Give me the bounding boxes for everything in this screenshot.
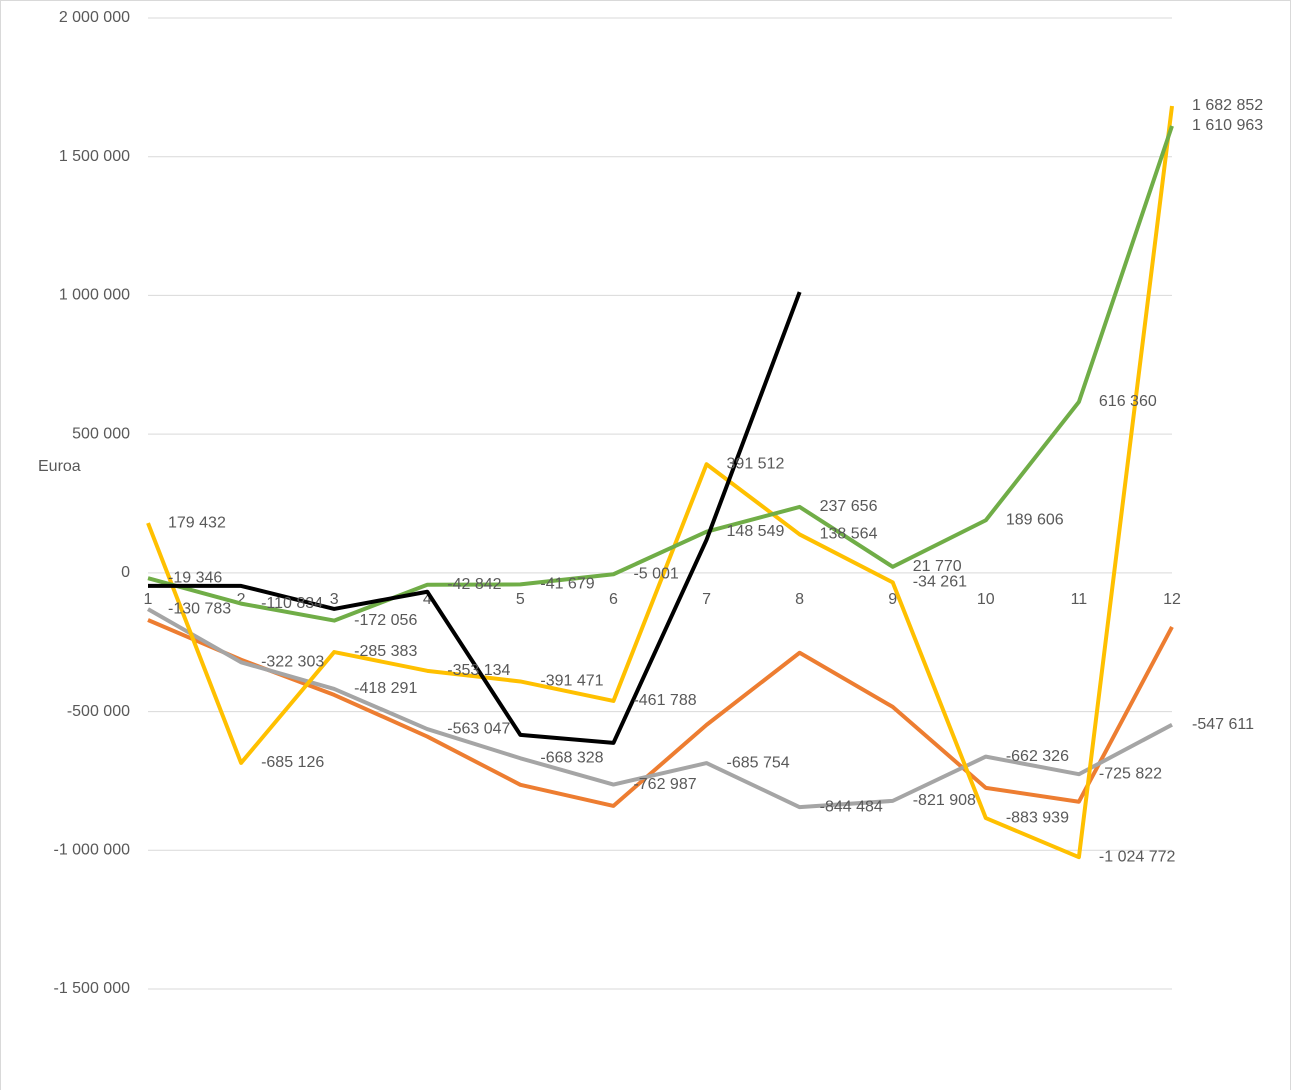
data-label: 1 610 963 [1192, 117, 1263, 134]
line-series [146, 105, 1174, 860]
data-label: -34 261 [913, 574, 967, 591]
data-label: 138 564 [820, 526, 878, 543]
y-axis-label: Euroa [38, 458, 81, 475]
x-tick-label: 1 [144, 591, 153, 608]
x-tick-label: 3 [330, 591, 339, 608]
data-label: 616 360 [1099, 393, 1157, 410]
data-label: -391 471 [540, 673, 603, 690]
data-label: -172 056 [354, 612, 417, 629]
line-series [147, 618, 1174, 808]
line-series [147, 125, 1174, 623]
x-tick-label: 2 [237, 591, 246, 608]
y-tick-label: 1 000 000 [59, 287, 130, 304]
data-label: 21 770 [913, 558, 962, 575]
data-label: -685 754 [727, 754, 790, 771]
line-series [147, 607, 1173, 810]
data-label: 1 682 852 [1192, 97, 1263, 114]
data-label: 189 606 [1006, 511, 1064, 528]
data-label: -762 987 [633, 776, 696, 793]
x-tick-label: 6 [609, 591, 618, 608]
data-label: -353 134 [447, 662, 510, 679]
y-tick-label: 2 000 000 [59, 9, 130, 26]
data-label: -883 939 [1006, 809, 1069, 826]
x-tick-label: 12 [1163, 591, 1181, 608]
data-label: -662 326 [1006, 748, 1069, 765]
x-tick-label: 8 [795, 591, 804, 608]
data-label: -685 126 [261, 754, 324, 771]
x-tick-label: 10 [977, 591, 995, 608]
y-tick-label: 1 500 000 [59, 148, 130, 165]
data-label: -322 303 [261, 653, 324, 670]
data-label: -844 484 [820, 798, 883, 815]
data-label: -19 346 [168, 569, 222, 586]
x-tick-label: 11 [1071, 591, 1088, 608]
data-label: -461 788 [633, 692, 696, 709]
x-tick-label: 4 [423, 591, 432, 608]
data-label: -41 679 [540, 576, 594, 593]
data-label: -110 834 [261, 595, 323, 612]
data-label: -821 908 [913, 792, 976, 809]
y-tick-label: 0 [121, 564, 130, 581]
line-series [148, 291, 802, 745]
data-label: 391 512 [727, 455, 785, 472]
data-label: -563 047 [447, 720, 510, 737]
data-label: 179 432 [168, 514, 226, 531]
data-label: 237 656 [820, 498, 878, 515]
y-tick-label: 500 000 [72, 425, 130, 442]
data-label: -418 291 [354, 680, 417, 697]
y-tick-label: -1 000 000 [53, 842, 130, 859]
y-tick-label: -1 500 000 [53, 980, 130, 997]
y-tick-label: -500 000 [67, 703, 130, 720]
data-label: -547 611 [1192, 716, 1254, 733]
data-label: -285 383 [354, 643, 417, 660]
data-label: -725 822 [1099, 765, 1162, 782]
data-label: -1 024 772 [1099, 848, 1176, 865]
data-label: -5 001 [633, 565, 678, 582]
data-label: -668 328 [540, 749, 603, 766]
data-label: -42 842 [447, 576, 501, 593]
x-tick-label: 9 [888, 591, 897, 608]
data-label: 148 549 [727, 523, 785, 540]
data-label: -130 783 [168, 600, 231, 617]
x-tick-label: 7 [702, 591, 711, 608]
x-tick-label: 5 [516, 591, 525, 608]
